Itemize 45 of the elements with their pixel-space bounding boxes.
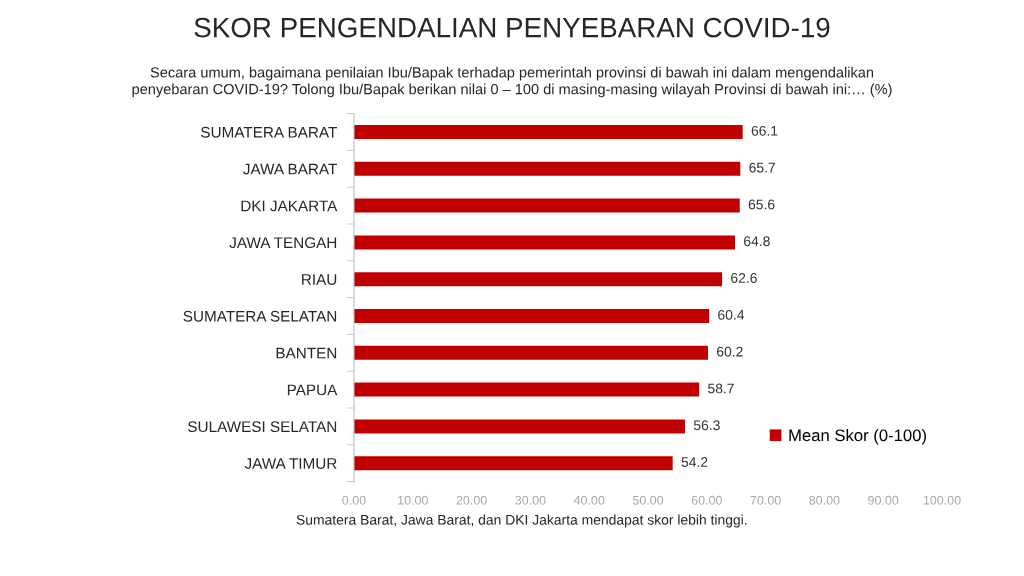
bar: [354, 161, 741, 176]
data-label: 62.6: [731, 273, 757, 283]
chart-title: SKOR PENGENDALIAN PENYEBARAN COVID-19: [194, 17, 830, 38]
x-tick-label: 70.00: [750, 495, 781, 505]
data-label: 60.4: [718, 309, 745, 320]
text: Sumatera Barat, Jawa Barat, dan DKI Jakarta mendapat skor lebih tinggi.: [296, 514, 747, 528]
y-tick-label: SULAWESI SELATAN: [188, 421, 337, 433]
y-tick-label: RIAU: [302, 274, 337, 285]
x-tick-label: 90.00: [868, 495, 899, 505]
x-tick-label: 10.00: [398, 495, 428, 505]
x-tick-label: 80.00: [809, 495, 840, 505]
bar: [354, 345, 708, 360]
bar: [354, 235, 736, 250]
x-tick-label: 50.00: [632, 495, 664, 505]
y-tick-label: SUMATERA BARAT: [201, 126, 337, 138]
y-tick-label: SUMATERA SELATAN: [183, 310, 337, 322]
bar: [354, 125, 743, 139]
chart-subtitle: Secara umum, bagaimana penilaian Ibu/Bapak terhadap pemerintah provinsi di bawah ini dalam mengendalikan penyebaran COVID-19? Tolong Ibu/Bapak berikan nilai 0 – 100 di masing-masing wilayah Provinsi di bawah ini:… (%): [132, 66, 892, 98]
data-label: 64.8: [744, 236, 770, 247]
bar: [354, 456, 673, 471]
x-tick-label: 20.00: [456, 495, 487, 505]
data-label: 54.2: [681, 457, 708, 467]
y-tick-label: JAWA TIMUR: [244, 458, 337, 469]
x-tick-label: 30.00: [515, 495, 546, 505]
legend-label: Mean Skor (0-100): [789, 428, 926, 445]
data-label: 65.7: [749, 162, 775, 173]
x-tick-label: 0.00: [342, 495, 366, 505]
x-tick-label: 40.00: [573, 495, 605, 505]
bar: [354, 309, 710, 323]
data-label: 60.2: [717, 346, 743, 357]
y-tick-label: JAWA BARAT: [243, 163, 337, 175]
data-label: 65.6: [748, 199, 775, 210]
data-label: 58.7: [708, 383, 734, 394]
bar: [354, 198, 740, 213]
bar: [354, 272, 723, 287]
bar: [354, 419, 686, 434]
x-tick-label: 60.00: [691, 495, 722, 505]
data-label: 66.1: [751, 125, 778, 136]
y-tick-label: JAWA TENGAH: [229, 237, 337, 249]
y-tick-label: PAPUA: [287, 384, 338, 396]
y-tick-label: BANTEN: [276, 347, 337, 359]
x-tick-label: 100.00: [923, 495, 961, 505]
data-label: 56.3: [693, 420, 720, 431]
bar: [354, 382, 700, 397]
y-tick-label: DKI JAKARTA: [241, 200, 338, 212]
